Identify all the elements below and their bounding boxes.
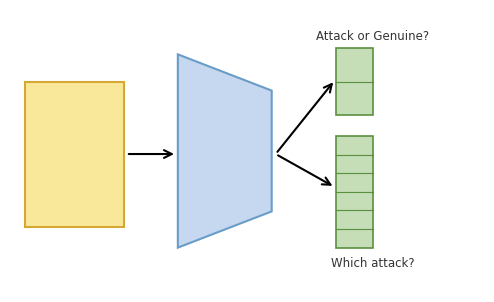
Polygon shape bbox=[178, 54, 272, 248]
Bar bbox=[25, 82, 124, 226]
Bar bbox=[336, 136, 373, 248]
Text: Which attack?: Which attack? bbox=[331, 257, 415, 270]
Text: Attack or Genuine?: Attack or Genuine? bbox=[317, 30, 429, 43]
Bar bbox=[336, 48, 373, 115]
